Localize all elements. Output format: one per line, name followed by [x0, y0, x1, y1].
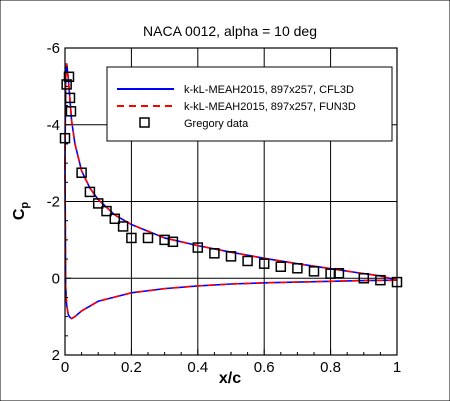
x-tick-label: 0.6	[254, 359, 275, 376]
y-tick-label: 2	[52, 347, 60, 364]
x-tick-label: 0.2	[121, 359, 142, 376]
data-point-marker	[65, 106, 77, 117]
data-point-marker	[258, 258, 270, 269]
y-axis-label: Cp	[11, 202, 31, 221]
data-point-marker	[76, 167, 87, 178]
data-point-marker	[242, 255, 253, 267]
data-point-marker	[126, 232, 137, 244]
data-point-marker	[358, 273, 370, 284]
data-point-marker	[167, 236, 179, 248]
x-tick-label: 0.8	[320, 359, 341, 376]
data-point-marker	[101, 205, 112, 217]
data-point-marker	[109, 213, 121, 225]
series-1-upper-line	[64, 63, 398, 281]
data-point-marker	[84, 186, 96, 198]
y-tick-label: -4	[47, 117, 60, 134]
legend: k-kL-MEAH2015, 897x257, CFL3D k-kL-MEAH2…	[106, 66, 393, 142]
series-layer	[64, 63, 398, 320]
svg-text:Cp: Cp	[11, 202, 31, 221]
x-tick-label: 0.4	[187, 359, 208, 376]
legend-entry-gregory: Gregory data	[184, 118, 249, 130]
legend-entry-fun3d: k-kL-MEAH2015, 897x257, FUN3D	[184, 101, 356, 113]
data-point-marker	[117, 221, 129, 232]
legend-box	[106, 66, 393, 142]
y-axis-label-sub: p	[19, 202, 31, 209]
y-tick-label: -6	[47, 40, 60, 57]
ticks-layer	[64, 47, 398, 356]
x-axis-label: x/c	[219, 370, 241, 387]
data-point-marker	[92, 198, 104, 209]
legend-entry-cfl3d: k-kL-MEAH2015, 897x257, CFL3D	[184, 84, 354, 96]
data-point-marker	[308, 266, 320, 277]
data-point-marker	[142, 232, 154, 244]
data-point-marker	[192, 242, 204, 253]
data-point-marker	[375, 274, 386, 286]
ticklabel-layer: 0 0.2 0.4 0.6 0.8 1-6-4-202	[47, 40, 402, 376]
legend-swatch-gregory	[139, 117, 150, 128]
data-point-marker	[333, 268, 345, 279]
y-tick-label: 0	[52, 270, 60, 287]
data-point-marker	[225, 251, 237, 262]
data-point-marker	[275, 261, 287, 272]
chart-title: NACA 0012, alpha = 10 deg	[143, 23, 317, 39]
x-tick-label: 0	[61, 359, 69, 376]
x-tick-label: 1	[393, 359, 401, 376]
data-point-marker	[61, 79, 72, 90]
data-point-marker	[209, 248, 220, 259]
y-tick-label: -2	[47, 194, 60, 211]
data-point-marker	[292, 263, 303, 274]
y-axis-label-main: C	[11, 208, 28, 220]
series-1-lower-line	[64, 163, 398, 320]
